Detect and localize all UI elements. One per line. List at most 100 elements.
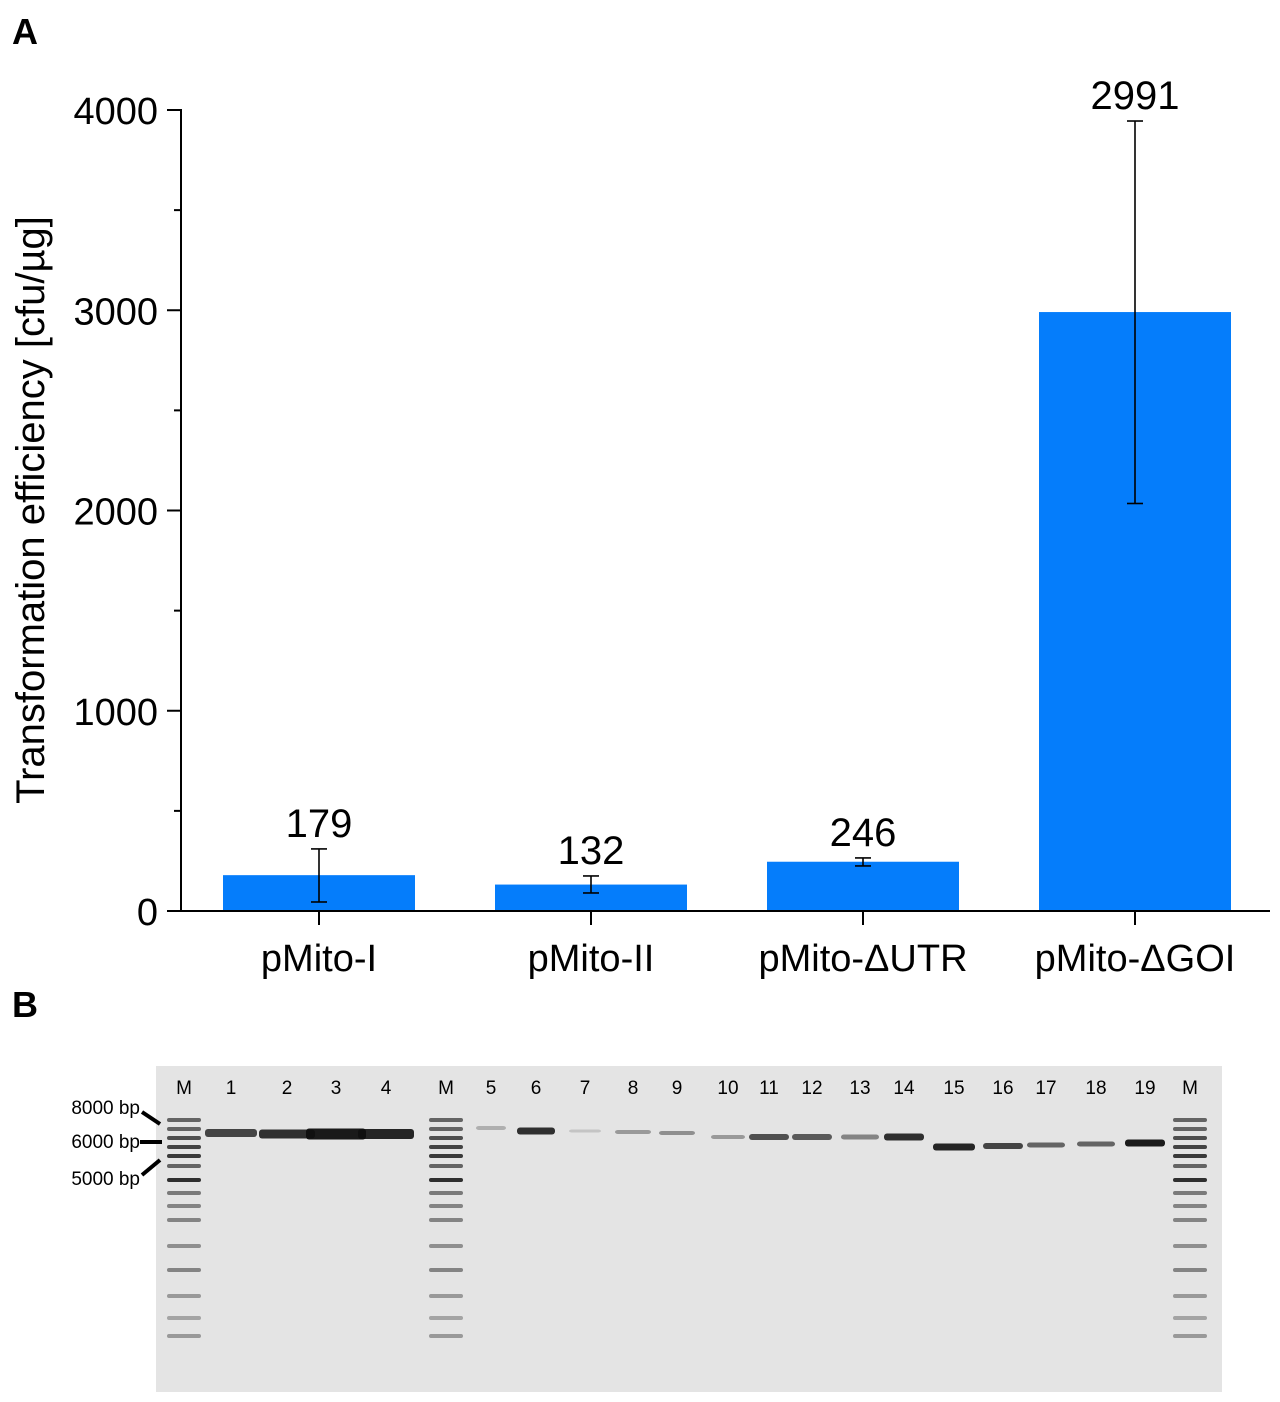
value-label-4: 2991: [1091, 74, 1180, 118]
ladder-2-band-2: [429, 1127, 463, 1131]
sample-band-16: [983, 1143, 1023, 1149]
sample-band-12: [792, 1134, 832, 1140]
x-tick-label-3: pMito-ΔUTR: [758, 938, 967, 980]
gel-lane-label-7: 5: [486, 1078, 497, 1099]
gel-lane-label-20: 18: [1085, 1078, 1106, 1099]
ladder-1-band-1: [167, 1118, 201, 1122]
gel-lane-label-8: 6: [531, 1078, 542, 1099]
ladder-2-band-5: [429, 1154, 463, 1158]
ladder-3-band-13: [1173, 1294, 1207, 1298]
size-marker-line-1: [140, 1110, 162, 1126]
y-ticks-layer: 0 1000 2000 3000 4000: [73, 91, 181, 934]
sample-band-18: [1077, 1141, 1115, 1147]
ladder-1-band-15: [167, 1334, 201, 1338]
ladder-3-band-10: [1173, 1218, 1207, 1222]
ladder-2-band-15: [429, 1334, 463, 1338]
ladder-2-band-13: [429, 1294, 463, 1298]
panel-a-label: A: [12, 11, 38, 52]
size-marker-label-1: 8000 bp: [71, 1098, 140, 1119]
ladder-3-band-4: [1173, 1145, 1207, 1149]
ladder-1-band-3: [167, 1136, 201, 1140]
ladder-2-band-6: [429, 1164, 463, 1168]
gel-lane-label-16: 14: [893, 1078, 915, 1099]
ladder-2-band-8: [429, 1191, 463, 1195]
gel-size-markers: 8000 bp 6000 bp 5000 bp: [71, 1098, 162, 1190]
gel-lane-label-17: 15: [943, 1078, 964, 1099]
x-tick-label-2: pMito-II: [528, 938, 655, 980]
gel-bands: [167, 1118, 1207, 1338]
ladder-3-band-9: [1173, 1204, 1207, 1208]
ladder-1-band-10: [167, 1218, 201, 1222]
sample-band-13: [841, 1134, 879, 1140]
ladder-1-band-13: [167, 1294, 201, 1298]
bar-3: [767, 861, 959, 911]
gel-lane-label-22: M: [1182, 1078, 1198, 1099]
value-label-1: 179: [286, 802, 353, 846]
y-tick-label-3: 2000: [73, 492, 158, 534]
ladder-1-band-5: [167, 1154, 201, 1158]
sample-band-4: [358, 1129, 414, 1139]
sample-band-19: [1125, 1139, 1165, 1147]
y-axis-label: Transformation efficiency [cfu/µg]: [9, 216, 53, 804]
bar-chart: 179 132 246 2991 0 1000 2000 3000 4000 pMito-I p…: [9, 74, 1270, 980]
ladder-3-band-6: [1173, 1164, 1207, 1168]
sample-band-17: [1027, 1142, 1065, 1148]
gel-image: M 1 2 3 4 M 5 6 7 8 9 10 11 12 13 14 15 16 17 18 19 M 8000 bp…: [71, 1066, 1222, 1392]
size-marker-label-3: 5000 bp: [71, 1169, 140, 1190]
error-bars-layer: [311, 120, 1143, 903]
ladder-2-band-10: [429, 1218, 463, 1222]
sample-band-15: [933, 1143, 975, 1151]
ladder-1-band-8: [167, 1191, 201, 1195]
value-labels-layer: 179 132 246 2991: [286, 74, 1180, 873]
value-label-3: 246: [830, 811, 897, 855]
gel-lane-label-9: 7: [580, 1078, 591, 1099]
size-marker-label-2: 6000 bp: [71, 1132, 140, 1153]
panel-b-label: B: [12, 984, 38, 1025]
sample-band-2: [259, 1129, 315, 1139]
ladder-1-band-2: [167, 1127, 201, 1131]
gel-lane-label-18: 16: [992, 1078, 1013, 1099]
sample-band-6: [517, 1127, 555, 1135]
ladder-2-band-9: [429, 1204, 463, 1208]
ladder-3-band-12: [1173, 1268, 1207, 1272]
sample-band-10: [711, 1135, 745, 1139]
gel-lane-label-15: 13: [849, 1078, 870, 1099]
ladder-3-band-5: [1173, 1154, 1207, 1158]
gel-background: [156, 1066, 1222, 1392]
sample-band-1: [205, 1129, 257, 1137]
ladder-1-band-11: [167, 1244, 201, 1248]
sample-band-9: [659, 1131, 695, 1135]
ladder-2-band-3: [429, 1136, 463, 1140]
ladder-3-band-2: [1173, 1127, 1207, 1131]
sample-band-3: [306, 1128, 366, 1140]
gel-lane-label-10: 8: [628, 1078, 639, 1099]
y-tick-label-5: 4000: [73, 91, 158, 133]
x-tick-label-1: pMito-I: [261, 938, 377, 980]
ladder-3-band-3: [1173, 1136, 1207, 1140]
ladder-2-band-12: [429, 1268, 463, 1272]
gel-lane-label-13: 11: [759, 1078, 779, 1099]
ladder-1-band-7: [167, 1178, 201, 1182]
ladder-1-band-6: [167, 1164, 201, 1168]
ladder-3-band-14: [1173, 1316, 1207, 1320]
sample-band-11: [749, 1134, 789, 1140]
ladder-3-band-8: [1173, 1191, 1207, 1195]
gel-lane-label-12: 10: [717, 1078, 738, 1099]
ladder-3-band-7: [1173, 1178, 1207, 1182]
gel-lane-label-14: 12: [801, 1078, 822, 1099]
gel-lane-label-11: 9: [672, 1078, 683, 1099]
y-tick-label-2: 1000: [73, 692, 158, 734]
gel-lane-label-4: 3: [331, 1078, 342, 1099]
ladder-2-band-1: [429, 1118, 463, 1122]
gel-lane-label-1: M: [176, 1078, 192, 1099]
ladder-1-band-9: [167, 1204, 201, 1208]
y-tick-label-1: 0: [137, 892, 158, 934]
y-tick-label-4: 3000: [73, 291, 158, 333]
size-marker-line-3: [140, 1158, 162, 1177]
gel-lane-label-3: 2: [282, 1078, 293, 1099]
gel-lane-label-19: 17: [1035, 1078, 1056, 1099]
ladder-3-band-15: [1173, 1334, 1207, 1338]
value-label-2: 132: [558, 829, 625, 873]
x-ticks-layer: pMito-I pMito-II pMito-ΔUTR pMito-ΔGOI: [261, 911, 1235, 980]
